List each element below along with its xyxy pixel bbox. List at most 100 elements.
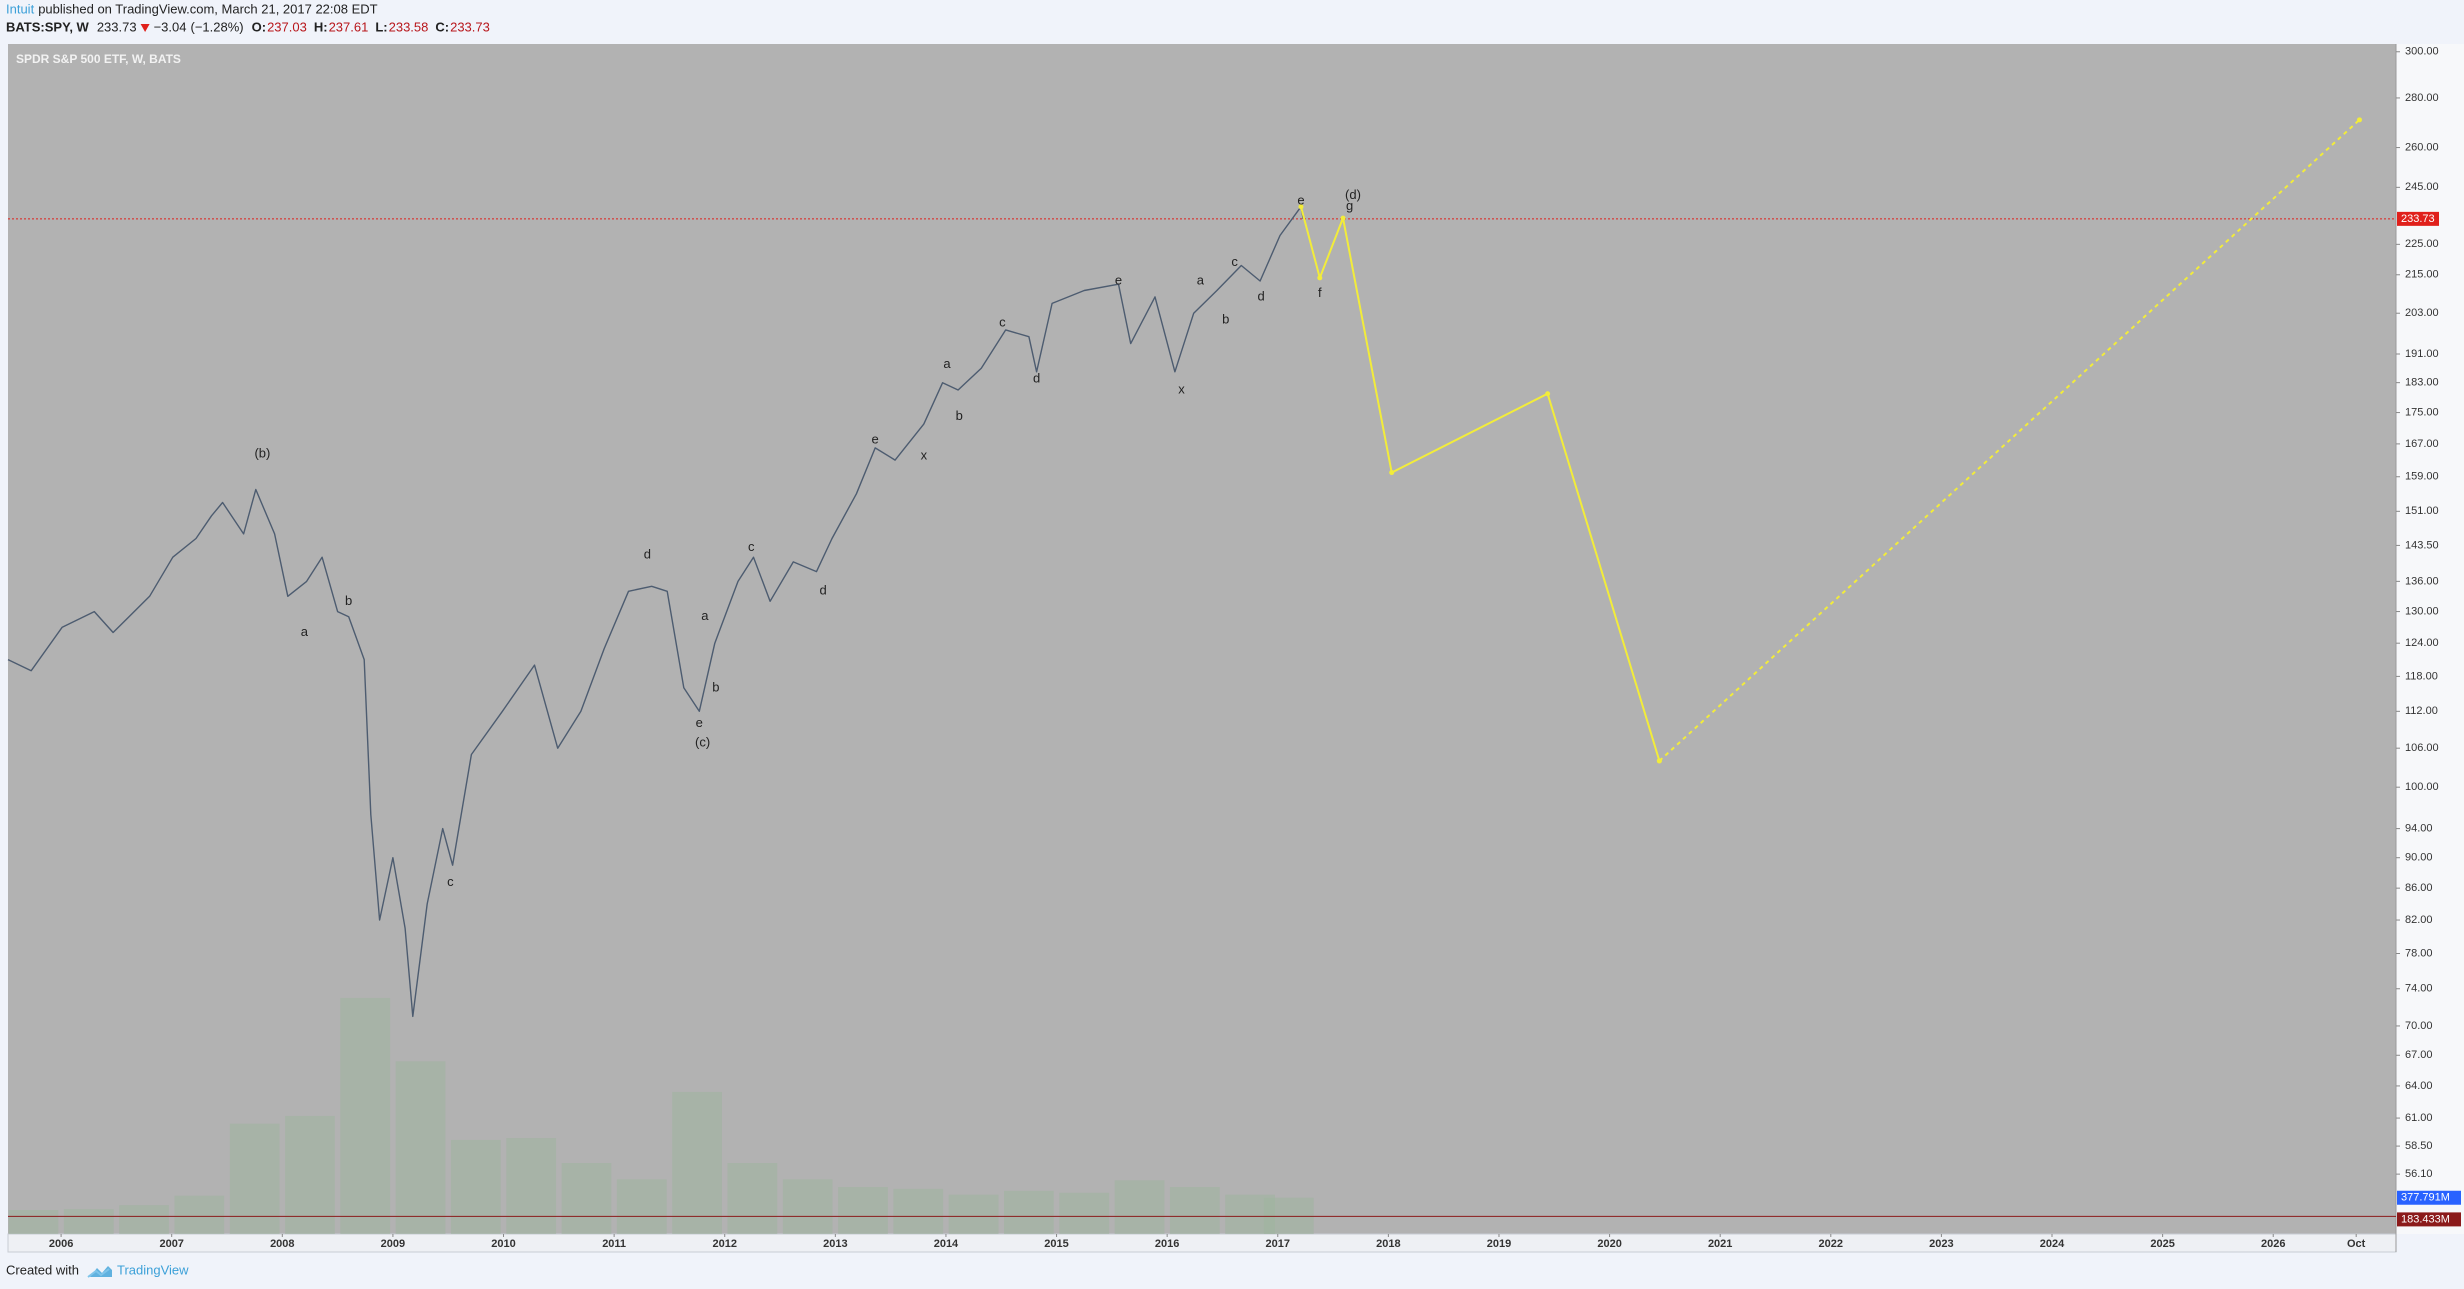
- last-price-box: [2397, 211, 2439, 226]
- y-tick-label: 260.00: [2405, 141, 2439, 153]
- ohlc-value: 233.73: [450, 19, 490, 34]
- volume-bar: [1169, 1186, 1220, 1234]
- volume-bar: [1114, 1180, 1165, 1234]
- wave-label: e: [1115, 272, 1122, 287]
- y-tick-label: 78.00: [2405, 947, 2433, 959]
- change-pct: (−1.28%): [191, 19, 244, 34]
- wave-label: c: [999, 315, 1006, 330]
- change: −3.04: [154, 19, 187, 34]
- ohlc-value: 237.03: [267, 19, 307, 34]
- x-tick-label: 2022: [1819, 1238, 1843, 1250]
- x-tick-label: 2017: [1266, 1238, 1290, 1250]
- down-arrow: [140, 24, 150, 32]
- x-tick-label: 2016: [1155, 1238, 1179, 1250]
- wave-label: e: [1297, 193, 1304, 208]
- ohlc-key: O:: [252, 19, 266, 34]
- wave-label: f: [1318, 285, 1322, 300]
- footer: Created with TradingView: [6, 1262, 189, 1278]
- ohlc-key: L:: [375, 19, 387, 34]
- price-line: [1658, 119, 2361, 762]
- wave-label: a: [1197, 272, 1205, 287]
- volume-ma-label: 183.433M: [2401, 1213, 2450, 1225]
- volume-bar: [285, 1115, 335, 1234]
- y-tick-label: 280.00: [2405, 92, 2439, 104]
- brand-logo: [87, 1266, 112, 1278]
- x-tick-label: 2006: [49, 1238, 73, 1250]
- y-tick-label: 118.00: [2405, 670, 2438, 682]
- y-tick-label: 94.00: [2405, 823, 2433, 835]
- volume-bar: [948, 1194, 999, 1234]
- volume-bar: [63, 1209, 114, 1234]
- volume-bar: [340, 997, 391, 1234]
- published: published on TradingView.com, March 21, …: [38, 1, 377, 16]
- y-tick-label: 215.00: [2405, 269, 2439, 281]
- x-tick-label: 2025: [2150, 1238, 2174, 1250]
- volume-bar: [561, 1162, 612, 1234]
- wave-label: a: [301, 624, 309, 639]
- price-line: [7, 206, 1304, 1018]
- volume-layer: [8, 997, 2396, 1234]
- wave-label: b: [1222, 311, 1229, 326]
- header-line-2: BATS:SPY, W 233.73 −3.04 (−1.28%) O: 237.03 H:…: [6, 19, 490, 34]
- last-price-label: 233.73: [2401, 213, 2435, 225]
- footer-created: Created with: [6, 1262, 79, 1277]
- wave-label: d: [644, 546, 651, 561]
- y-tick-label: 143.50: [2405, 539, 2439, 551]
- x-tick-label: 2015: [1044, 1238, 1068, 1250]
- wave-label: d: [820, 583, 827, 598]
- y-tick-label: 300.00: [2405, 46, 2439, 58]
- volume-bar: [893, 1188, 944, 1234]
- projection-point: [2356, 117, 2362, 123]
- volume-bar: [727, 1162, 778, 1234]
- price-line: [1300, 206, 1661, 762]
- wave-label: e: [696, 715, 703, 730]
- wave-label: d: [1033, 370, 1040, 385]
- y-tick-label: 175.00: [2405, 406, 2439, 418]
- wave-label: x: [921, 447, 928, 462]
- y-tick-label: 64.00: [2405, 1080, 2433, 1092]
- wave-label: b: [956, 408, 963, 423]
- volume-bar: [1263, 1197, 1314, 1234]
- wave-label: (c): [695, 735, 710, 750]
- price-axis: [2396, 44, 2464, 1234]
- volume-bar: [782, 1179, 833, 1234]
- x-tick-label: 2023: [1929, 1238, 1953, 1250]
- wave-label: (d): [1345, 187, 1361, 202]
- ohlc-value: 233.58: [389, 19, 429, 34]
- header-line-1: Intuit published on TradingView.com, Marc…: [6, 1, 378, 16]
- time-axis: [7, 1233, 2397, 1253]
- y-tick-label: 90.00: [2405, 852, 2433, 864]
- last: 233.73: [97, 19, 137, 34]
- y-tick-label: 159.00: [2405, 471, 2439, 483]
- y-tick-label: 58.50: [2405, 1140, 2433, 1152]
- y-tick-label: 67.00: [2405, 1049, 2433, 1061]
- y-tick-label: 82.00: [2405, 914, 2433, 926]
- annotation-layer: (b) a b c d a b e (c) c d e x a b c d e x a b c d e (d)g f: [254, 187, 1360, 889]
- x-tick-label: Oct: [2347, 1238, 2366, 1250]
- x-tick-label: 2026: [2261, 1238, 2285, 1250]
- chart-title: SPDR S&P 500 ETF, W, BATS: [16, 52, 181, 66]
- volume-bar: [1004, 1190, 1054, 1234]
- wave-label: c: [447, 874, 454, 889]
- x-tick-label: 2008: [270, 1238, 294, 1250]
- x-tick-label: 2014: [934, 1238, 959, 1250]
- y-tick-label: 70.00: [2405, 1020, 2433, 1032]
- volume-bar: [8, 1210, 59, 1234]
- x-tick-label: 2021: [1708, 1238, 1732, 1250]
- x-tick-label: 2012: [712, 1238, 736, 1250]
- volume-bar: [395, 1061, 446, 1234]
- y-tick-label: 225.00: [2405, 238, 2439, 250]
- y-tick-label: 106.00: [2405, 742, 2439, 754]
- wave-label: x: [1178, 381, 1185, 396]
- footer-brand[interactable]: TradingView: [117, 1262, 189, 1277]
- y-tick-label: 56.10: [2405, 1168, 2433, 1180]
- x-tick-label: 2013: [823, 1238, 847, 1250]
- y-tick-label: 124.00: [2405, 637, 2439, 649]
- volume-bar: [119, 1205, 169, 1234]
- volume-bar: [616, 1179, 667, 1234]
- volume-label: 377.791M: [2401, 1192, 2450, 1204]
- volume-bar: [506, 1138, 557, 1234]
- wave-label: (b): [254, 445, 270, 460]
